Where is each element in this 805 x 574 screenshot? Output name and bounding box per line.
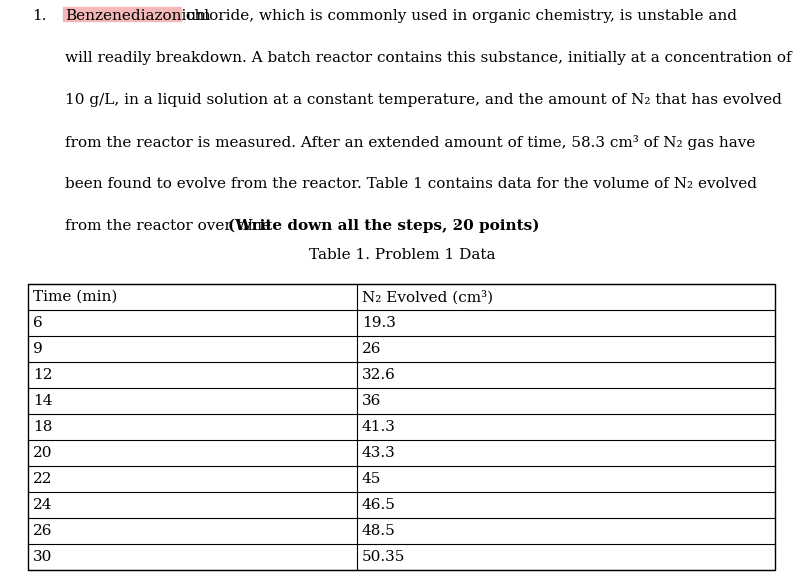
Text: :: : <box>452 219 457 233</box>
Text: 12: 12 <box>33 368 52 382</box>
Text: 43.3: 43.3 <box>361 446 395 460</box>
Text: chloride, which is commonly used in organic chemistry, is unstable and: chloride, which is commonly used in orga… <box>181 9 737 23</box>
Text: 48.5: 48.5 <box>361 524 395 538</box>
Text: 41.3: 41.3 <box>361 420 395 434</box>
Text: 20: 20 <box>33 446 52 460</box>
Text: 46.5: 46.5 <box>361 498 395 512</box>
Text: (Write down all the steps, 20 points): (Write down all the steps, 20 points) <box>229 219 540 234</box>
Text: 22: 22 <box>33 472 52 486</box>
Bar <box>63 7 181 21</box>
Text: 45: 45 <box>361 472 381 486</box>
Text: Time (min): Time (min) <box>33 290 118 304</box>
Text: 50.35: 50.35 <box>361 550 405 564</box>
Text: 36: 36 <box>361 394 381 408</box>
Text: 18: 18 <box>33 420 52 434</box>
Text: 6: 6 <box>33 316 43 330</box>
Text: 14: 14 <box>33 394 52 408</box>
Text: 24: 24 <box>33 498 52 512</box>
Text: 26: 26 <box>33 524 52 538</box>
Text: 9: 9 <box>33 342 43 356</box>
Text: from the reactor is measured. After an extended amount of time, 58.3 cm³ of N₂ g: from the reactor is measured. After an e… <box>65 135 755 150</box>
Text: 19.3: 19.3 <box>361 316 395 330</box>
Text: N₂ Evolved (cm³): N₂ Evolved (cm³) <box>361 290 493 304</box>
Text: Benzenediazonium: Benzenediazonium <box>65 9 211 23</box>
Text: 32.6: 32.6 <box>361 368 395 382</box>
Text: from the reactor over time: from the reactor over time <box>65 219 276 233</box>
Text: 1.: 1. <box>32 9 47 23</box>
Bar <box>28 284 775 570</box>
Text: will readily breakdown. A batch reactor contains this substance, initially at a : will readily breakdown. A batch reactor … <box>65 51 791 65</box>
Text: 26: 26 <box>361 342 382 356</box>
Text: been found to evolve from the reactor. Table 1 contains data for the volume of N: been found to evolve from the reactor. T… <box>65 177 757 191</box>
Text: 10 g/L, in a liquid solution at a constant temperature, and the amount of N₂ tha: 10 g/L, in a liquid solution at a consta… <box>65 93 782 107</box>
Text: Table 1. Problem 1 Data: Table 1. Problem 1 Data <box>309 249 496 262</box>
Text: 30: 30 <box>33 550 52 564</box>
